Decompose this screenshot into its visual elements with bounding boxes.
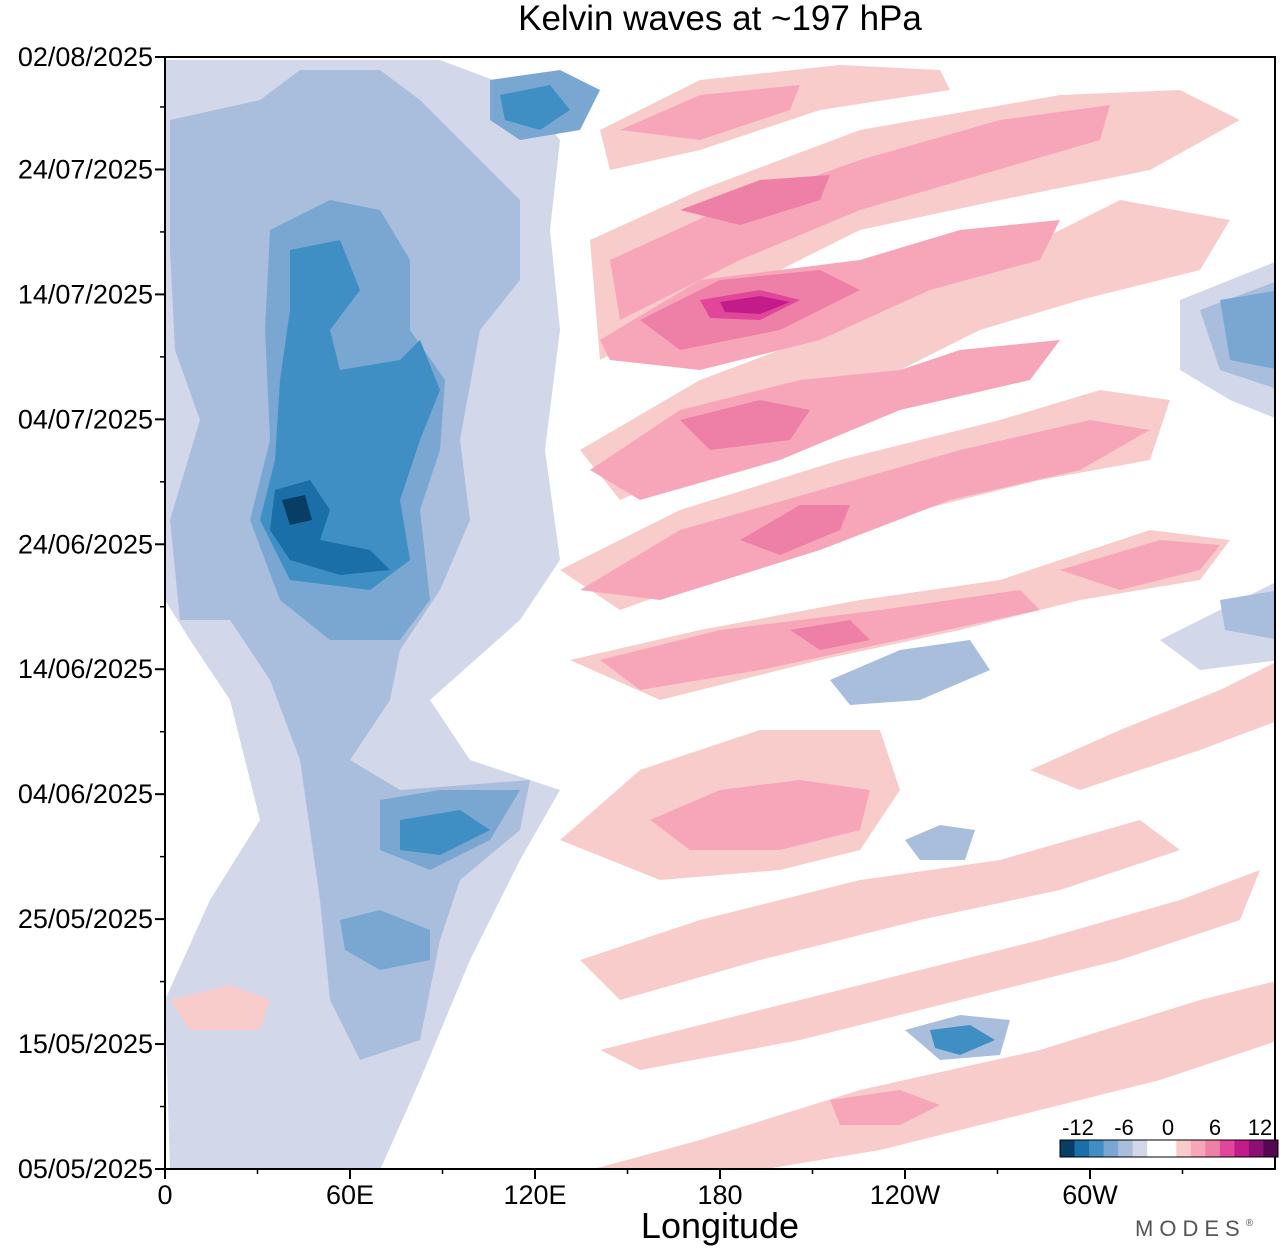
positive-strong-4 xyxy=(740,505,850,555)
positive-streak-8 xyxy=(580,820,1180,1000)
positive-streak-9 xyxy=(600,870,1260,1070)
positive-strong-1 xyxy=(680,175,830,225)
positive-deepest-1 xyxy=(720,296,790,314)
x-tick-label: 60E xyxy=(326,1180,374,1210)
x-axis-label: Longitude xyxy=(641,1205,799,1246)
colorbar-swatch xyxy=(1234,1140,1250,1157)
y-tick-label: 14/06/2025 xyxy=(18,654,153,684)
colorbar-swatch xyxy=(1103,1140,1119,1157)
y-tick-label: 14/07/2025 xyxy=(18,279,153,309)
positive-mid-4 xyxy=(590,340,1060,500)
colorbar-swatch xyxy=(1074,1140,1090,1157)
colorbar-swatch xyxy=(1176,1140,1192,1157)
positive-mid-9 xyxy=(1060,540,1220,590)
positive-streak-2 xyxy=(590,90,1240,360)
colorbar-tick-label: 12 xyxy=(1248,1115,1272,1140)
y-tick-label: 05/05/2025 xyxy=(18,1154,153,1184)
x-tick-label: 120W xyxy=(870,1180,941,1210)
y-tick-label: 24/06/2025 xyxy=(18,529,153,559)
positive-mid-1 xyxy=(620,85,800,140)
colorbar-tick-label: -6 xyxy=(1114,1115,1134,1140)
colorbar-swatch xyxy=(1118,1140,1134,1157)
x-tick-label: 0 xyxy=(157,1180,172,1210)
modes-watermark: MODES® xyxy=(1135,1216,1259,1241)
positive-streak-1 xyxy=(600,65,950,170)
positive-strong-5 xyxy=(790,620,870,650)
colorbar-frame xyxy=(1059,1139,1279,1158)
positive-mid-7 xyxy=(650,780,870,850)
positive-streak-7 xyxy=(1030,662,1275,790)
x-tick-label: 120E xyxy=(503,1180,566,1210)
x-tick-label: 180 xyxy=(697,1180,742,1210)
colorbar-swatch xyxy=(1089,1140,1105,1157)
colorbar-swatch xyxy=(1248,1140,1264,1157)
negative-region-deep-low xyxy=(400,810,490,855)
y-axis: 05/05/2025 15/05/2025 25/05/2025 04/06/2025… xyxy=(18,42,165,1184)
positive-mid-5 xyxy=(580,420,1150,600)
negative-region-east-mid-2 xyxy=(1220,590,1275,640)
negative-region-deep-bottom xyxy=(930,1025,995,1055)
y-tick-label: 15/05/2025 xyxy=(18,1029,153,1059)
x-tick-label: 60W xyxy=(1062,1180,1118,1210)
positive-mid-2 xyxy=(610,105,1110,320)
y-tick-label: 04/06/2025 xyxy=(18,779,153,809)
negative-small-2 xyxy=(905,825,975,860)
y-tick-label: 24/07/2025 xyxy=(18,154,153,184)
negative-region-deep-top xyxy=(500,85,570,130)
y-tick-label: 04/07/2025 xyxy=(18,404,153,434)
colorbar-swatch xyxy=(1205,1140,1221,1157)
positive-strong-3 xyxy=(680,400,810,450)
colorbar-swatch xyxy=(1161,1140,1177,1157)
negative-region-low-2 xyxy=(340,910,430,970)
watermark-registered-mark: ® xyxy=(1246,1218,1259,1229)
x-axis: 0 60E 120E 180 120W 60W xyxy=(157,1169,1184,1210)
negative-region-deepest-2 xyxy=(282,495,312,525)
positive-streak-10 xyxy=(593,981,1275,1169)
colorbar-tick-label: 6 xyxy=(1209,1115,1221,1140)
colorbar-swatch xyxy=(1190,1140,1206,1157)
colorbar-tick-label: 0 xyxy=(1162,1115,1174,1140)
colorbar-swatch xyxy=(1060,1140,1076,1157)
colorbar-swatch xyxy=(1219,1140,1235,1157)
colorbar-tick-label: -12 xyxy=(1062,1115,1094,1140)
colorbar-swatch xyxy=(1263,1140,1279,1157)
contour-field xyxy=(165,60,1275,1169)
negative-region-east-core xyxy=(1220,290,1275,369)
chart-title: Kelvin waves at ~197 hPa xyxy=(518,0,922,38)
colorbar: -12 -6 0 6 12 xyxy=(1059,1115,1279,1158)
watermark-text: MODES xyxy=(1135,1216,1246,1241)
y-tick-label: 25/05/2025 xyxy=(18,904,153,934)
positive-small-west xyxy=(170,985,270,1030)
colorbar-swatch xyxy=(1147,1140,1163,1157)
negative-small-1 xyxy=(830,640,990,705)
y-tick-label: 02/08/2025 xyxy=(18,42,153,72)
colorbar-swatch xyxy=(1132,1140,1148,1157)
positive-mid-8 xyxy=(830,1090,940,1125)
